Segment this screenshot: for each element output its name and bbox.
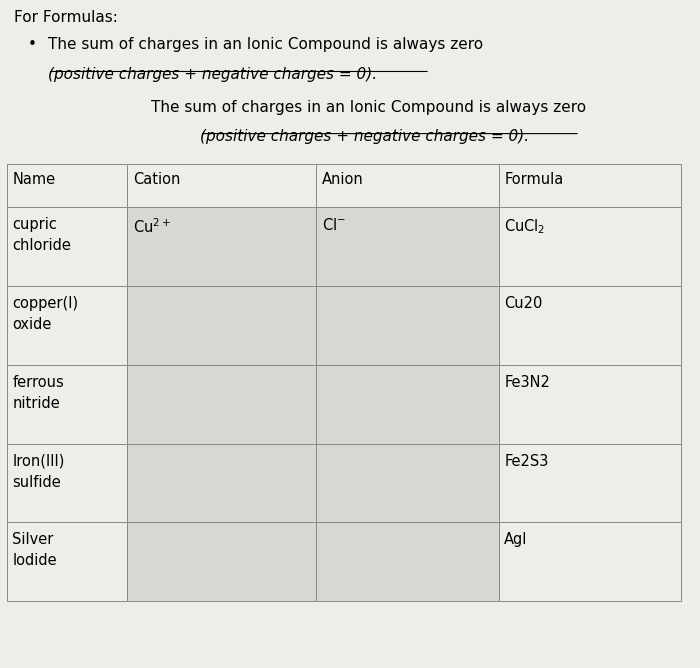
Text: Cu20: Cu20 <box>504 296 542 311</box>
FancyBboxPatch shape <box>316 164 499 207</box>
Text: CuCl$_{2}$: CuCl$_{2}$ <box>504 217 545 236</box>
FancyBboxPatch shape <box>127 444 316 522</box>
Text: For Formulas:: For Formulas: <box>14 10 118 25</box>
FancyBboxPatch shape <box>316 522 499 601</box>
FancyBboxPatch shape <box>499 522 681 601</box>
FancyBboxPatch shape <box>499 207 681 286</box>
FancyBboxPatch shape <box>127 522 316 601</box>
Text: (positive charges + negative charges = 0).: (positive charges + negative charges = 0… <box>48 67 377 81</box>
Text: •: • <box>27 37 36 51</box>
FancyBboxPatch shape <box>7 444 127 522</box>
Text: Silver
lodide: Silver lodide <box>13 532 57 568</box>
FancyBboxPatch shape <box>499 286 681 365</box>
FancyBboxPatch shape <box>7 286 127 365</box>
Text: copper(I)
oxide: copper(I) oxide <box>13 296 78 332</box>
Text: Iron(III)
sulfide: Iron(III) sulfide <box>13 454 65 490</box>
FancyBboxPatch shape <box>316 365 499 444</box>
Text: Cation: Cation <box>133 172 180 186</box>
FancyBboxPatch shape <box>316 207 499 286</box>
FancyBboxPatch shape <box>127 207 316 286</box>
FancyBboxPatch shape <box>127 286 316 365</box>
Text: Formula: Formula <box>504 172 564 186</box>
Text: ferrous
nitride: ferrous nitride <box>13 375 64 411</box>
Text: The sum of charges in an Ionic Compound is always zero: The sum of charges in an Ionic Compound … <box>151 100 587 115</box>
FancyBboxPatch shape <box>127 365 316 444</box>
Text: cupric
chloride: cupric chloride <box>13 217 71 253</box>
Text: Cu$^{2+}$: Cu$^{2+}$ <box>133 217 171 236</box>
Text: Name: Name <box>13 172 55 186</box>
FancyBboxPatch shape <box>7 522 127 601</box>
FancyBboxPatch shape <box>7 365 127 444</box>
FancyBboxPatch shape <box>499 164 681 207</box>
Text: Anion: Anion <box>322 172 364 186</box>
Text: AgI: AgI <box>504 532 528 547</box>
Text: Cl$^{-}$: Cl$^{-}$ <box>322 217 346 233</box>
FancyBboxPatch shape <box>499 365 681 444</box>
Text: (positive charges + negative charges = 0).: (positive charges + negative charges = 0… <box>199 129 528 144</box>
FancyBboxPatch shape <box>7 164 127 207</box>
FancyBboxPatch shape <box>7 207 127 286</box>
Text: Fe2S3: Fe2S3 <box>504 454 549 468</box>
FancyBboxPatch shape <box>499 444 681 522</box>
FancyBboxPatch shape <box>316 444 499 522</box>
Text: Fe3N2: Fe3N2 <box>504 375 550 389</box>
Text: The sum of charges in an Ionic Compound is always zero: The sum of charges in an Ionic Compound … <box>48 37 483 51</box>
FancyBboxPatch shape <box>316 286 499 365</box>
FancyBboxPatch shape <box>127 164 316 207</box>
